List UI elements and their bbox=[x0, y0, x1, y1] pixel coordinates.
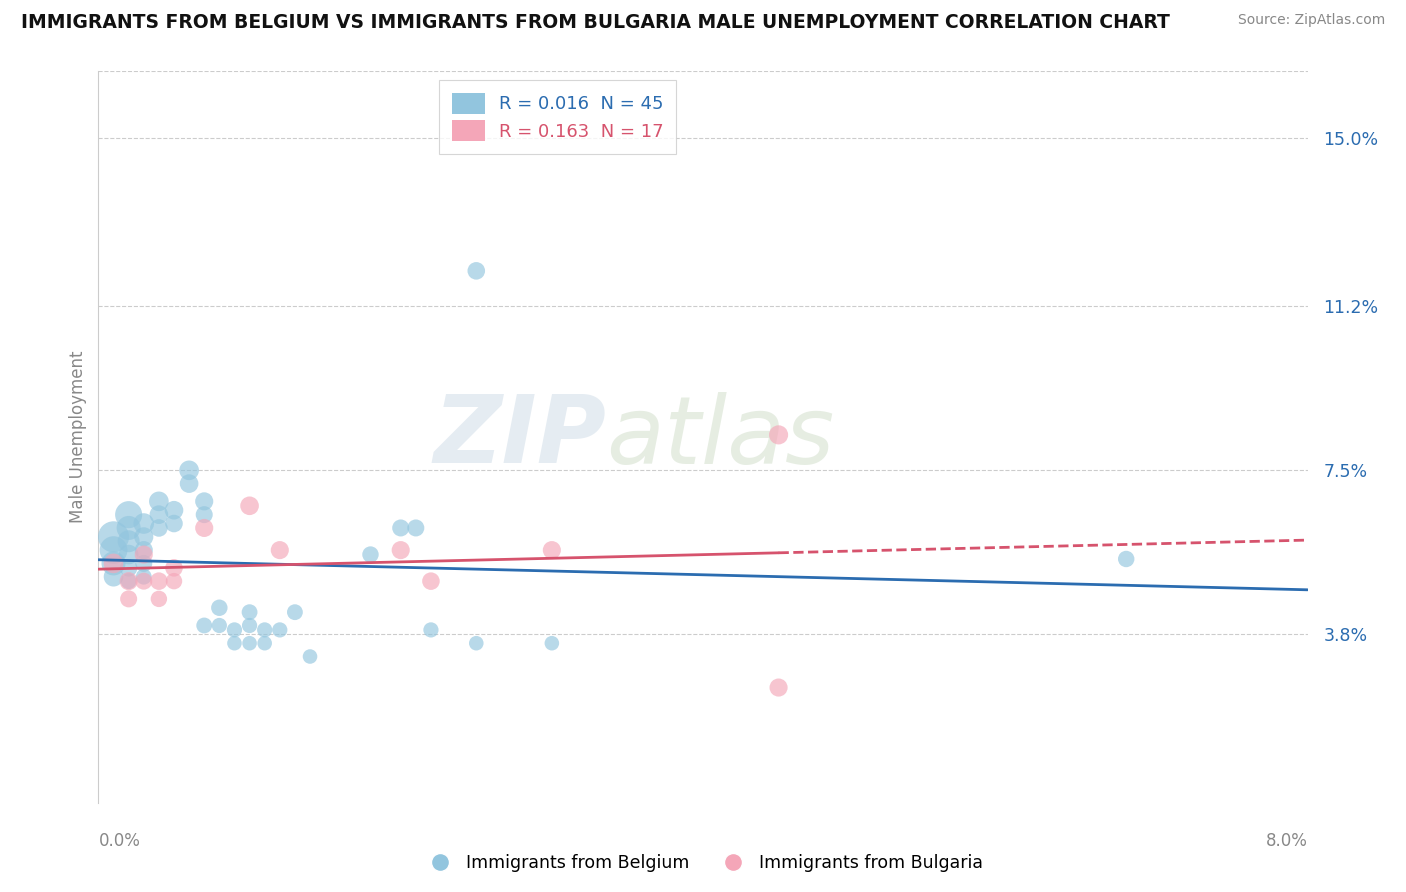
Point bbox=[253, 623, 276, 637]
Point bbox=[103, 543, 125, 558]
Point bbox=[389, 543, 412, 558]
Point bbox=[208, 600, 231, 615]
Point bbox=[118, 508, 141, 522]
Point bbox=[132, 530, 155, 544]
Point bbox=[118, 591, 141, 606]
Point bbox=[163, 503, 186, 517]
Point bbox=[193, 618, 215, 632]
Point bbox=[132, 570, 155, 584]
Text: 8.0%: 8.0% bbox=[1265, 832, 1308, 850]
Point bbox=[148, 574, 170, 589]
Point bbox=[360, 548, 382, 562]
Text: IMMIGRANTS FROM BELGIUM VS IMMIGRANTS FROM BULGARIA MALE UNEMPLOYMENT CORRELATIO: IMMIGRANTS FROM BELGIUM VS IMMIGRANTS FR… bbox=[21, 13, 1170, 32]
Point bbox=[163, 516, 186, 531]
Point bbox=[179, 476, 201, 491]
Point bbox=[239, 618, 262, 632]
Point bbox=[768, 681, 790, 695]
Point bbox=[224, 636, 246, 650]
Point bbox=[420, 574, 443, 589]
Point bbox=[103, 530, 125, 544]
Point bbox=[193, 521, 215, 535]
Point bbox=[118, 561, 141, 575]
Point bbox=[132, 543, 155, 558]
Point bbox=[1115, 552, 1137, 566]
Text: 0.0%: 0.0% bbox=[98, 832, 141, 850]
Point bbox=[540, 543, 562, 558]
Point bbox=[269, 623, 291, 637]
Point bbox=[389, 521, 412, 535]
Point bbox=[132, 548, 155, 562]
Point bbox=[118, 521, 141, 535]
Point bbox=[163, 574, 186, 589]
Text: Source: ZipAtlas.com: Source: ZipAtlas.com bbox=[1237, 13, 1385, 28]
Point bbox=[103, 557, 125, 571]
Text: atlas: atlas bbox=[606, 392, 835, 483]
Point bbox=[148, 521, 170, 535]
Y-axis label: Male Unemployment: Male Unemployment bbox=[69, 351, 87, 524]
Point bbox=[208, 618, 231, 632]
Point bbox=[148, 508, 170, 522]
Point bbox=[299, 649, 322, 664]
Point bbox=[405, 521, 427, 535]
Point bbox=[132, 516, 155, 531]
Point bbox=[193, 494, 215, 508]
Point bbox=[239, 605, 262, 619]
Legend: R = 0.016  N = 45, R = 0.163  N = 17: R = 0.016 N = 45, R = 0.163 N = 17 bbox=[440, 80, 676, 153]
Point bbox=[118, 574, 141, 589]
Point bbox=[148, 591, 170, 606]
Point bbox=[118, 548, 141, 562]
Point bbox=[420, 623, 443, 637]
Point bbox=[103, 570, 125, 584]
Point bbox=[224, 623, 246, 637]
Point bbox=[193, 508, 215, 522]
Point bbox=[163, 561, 186, 575]
Point bbox=[239, 636, 262, 650]
Point bbox=[132, 557, 155, 571]
Point bbox=[465, 636, 488, 650]
Point bbox=[103, 557, 125, 571]
Point bbox=[284, 605, 307, 619]
Point bbox=[132, 574, 155, 589]
Text: ZIP: ZIP bbox=[433, 391, 606, 483]
Point bbox=[239, 499, 262, 513]
Point bbox=[465, 264, 488, 278]
Point bbox=[148, 494, 170, 508]
Point bbox=[540, 636, 562, 650]
Point bbox=[179, 463, 201, 477]
Point bbox=[253, 636, 276, 650]
Legend: Immigrants from Belgium, Immigrants from Bulgaria: Immigrants from Belgium, Immigrants from… bbox=[416, 847, 990, 879]
Point bbox=[118, 534, 141, 549]
Point bbox=[118, 574, 141, 589]
Point bbox=[269, 543, 291, 558]
Point bbox=[768, 428, 790, 442]
